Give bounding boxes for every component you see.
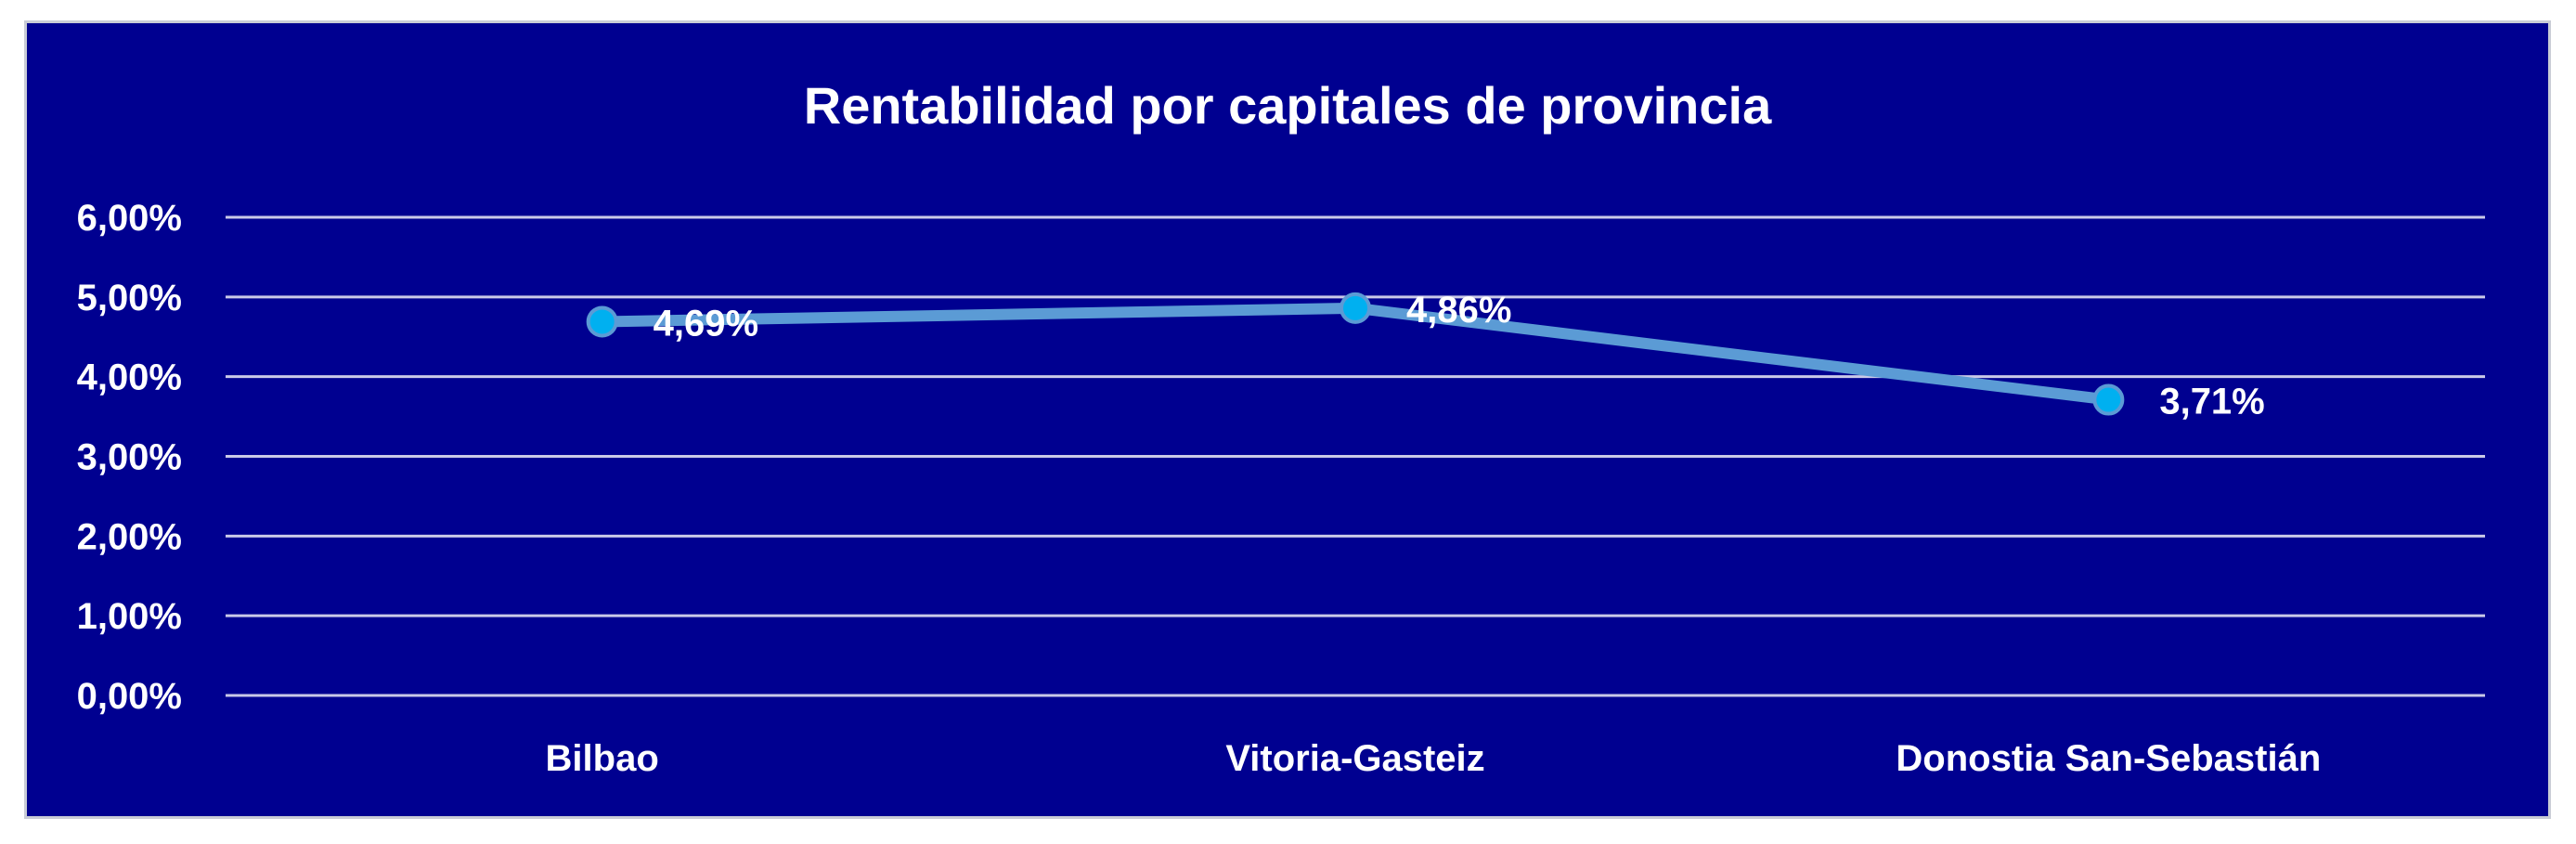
gridlines <box>226 215 2485 697</box>
data-label: 4,69% <box>654 303 758 344</box>
data-labels: 4,69% 4,86% 3,71% <box>654 290 2265 422</box>
x-category-label: Bilbao <box>546 738 659 779</box>
x-category-label: Vitoria-Gasteiz <box>1225 738 1484 779</box>
y-tick-label: 3,00% <box>77 437 182 478</box>
chart-frame <box>24 20 2551 819</box>
data-label: 3,71% <box>2159 382 2264 422</box>
y-tick-label: 5,00% <box>77 278 182 318</box>
x-axis-category-labels: Bilbao Vitoria-Gasteiz Donostia San-Sebast… <box>546 738 2322 779</box>
y-tick-label: 2,00% <box>77 516 182 557</box>
chart-title: Rentabilidad por capitales de provincia <box>804 76 1772 135</box>
y-tick-label: 6,00% <box>77 198 182 239</box>
y-tick-label: 0,00% <box>77 676 182 717</box>
y-tick-label: 1,00% <box>77 596 182 637</box>
data-point-marker <box>586 305 618 338</box>
data-label: 4,86% <box>1406 290 1511 331</box>
y-axis-tick-labels: 0,00% 1,00% 2,00% 3,00% 4,00% 5,00% 6,00% <box>77 198 182 717</box>
y-tick-label: 4,00% <box>77 357 182 398</box>
data-point-marker <box>2092 383 2125 416</box>
data-point-marker <box>1340 292 1371 324</box>
data-markers <box>586 292 2125 416</box>
x-category-label: Donostia San-Sebastián <box>1896 738 2321 779</box>
